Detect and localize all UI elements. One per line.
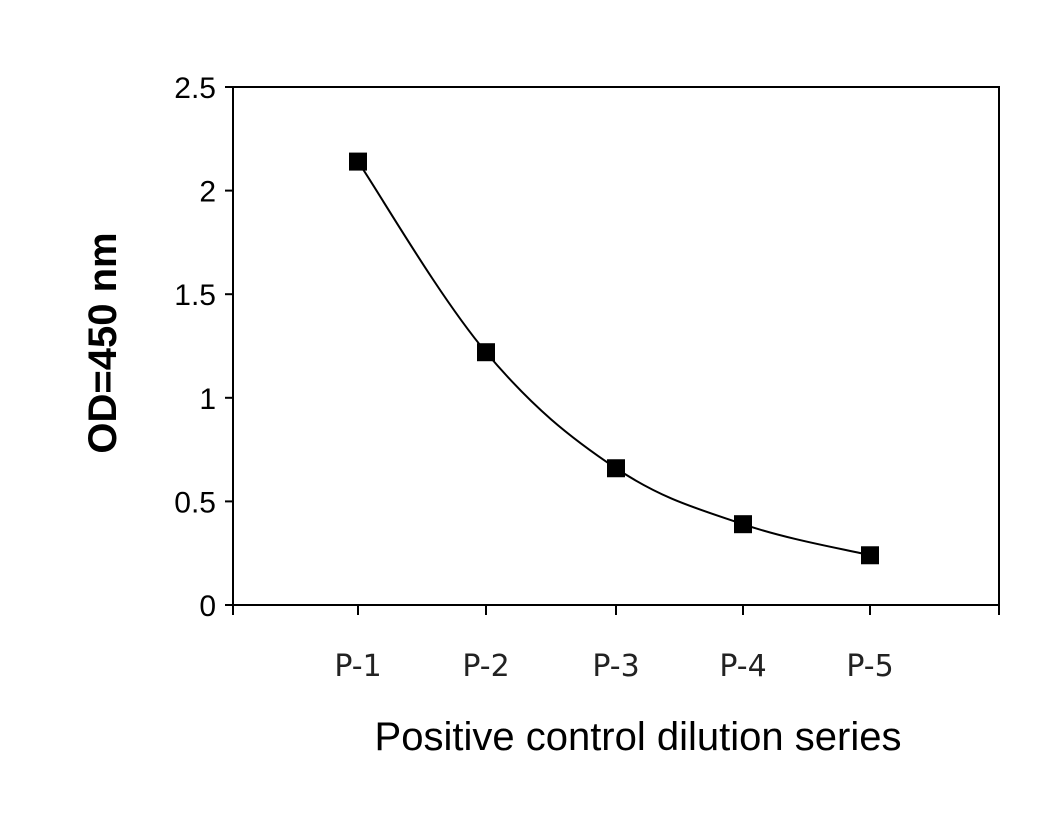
x-tick-label: P-1 — [334, 649, 381, 684]
y-tick-label: 1 — [199, 383, 216, 416]
series-line — [357, 161, 871, 557]
y-tick-label: 0 — [199, 590, 216, 623]
x-axis-ticks: P-1 P-2 P-3 P-4 P-5 — [232, 605, 1000, 684]
y-axis-ticks: 0 0.5 1 1.5 2 2.5 — [174, 72, 233, 623]
x-tick-label: P-5 — [846, 649, 893, 684]
x-axis-label: Positive control dilution series — [375, 715, 902, 759]
y-tick-label: 2 — [199, 176, 216, 209]
x-tick-label: P-4 — [719, 649, 766, 684]
data-point — [861, 546, 879, 565]
y-tick-label: 2.5 — [174, 72, 216, 105]
x-tick-label: P-3 — [592, 649, 639, 684]
plot-area — [232, 86, 1000, 606]
data-point — [477, 343, 495, 362]
y-tick-label: 0.5 — [174, 486, 216, 519]
x-tick-label: P-2 — [462, 649, 509, 684]
y-axis-label: OD=450 nm — [81, 232, 125, 453]
data-point — [734, 515, 752, 534]
data-point — [349, 152, 367, 171]
series-markers — [349, 152, 879, 565]
data-point — [607, 459, 625, 478]
y-tick-label: 1.5 — [174, 279, 216, 312]
